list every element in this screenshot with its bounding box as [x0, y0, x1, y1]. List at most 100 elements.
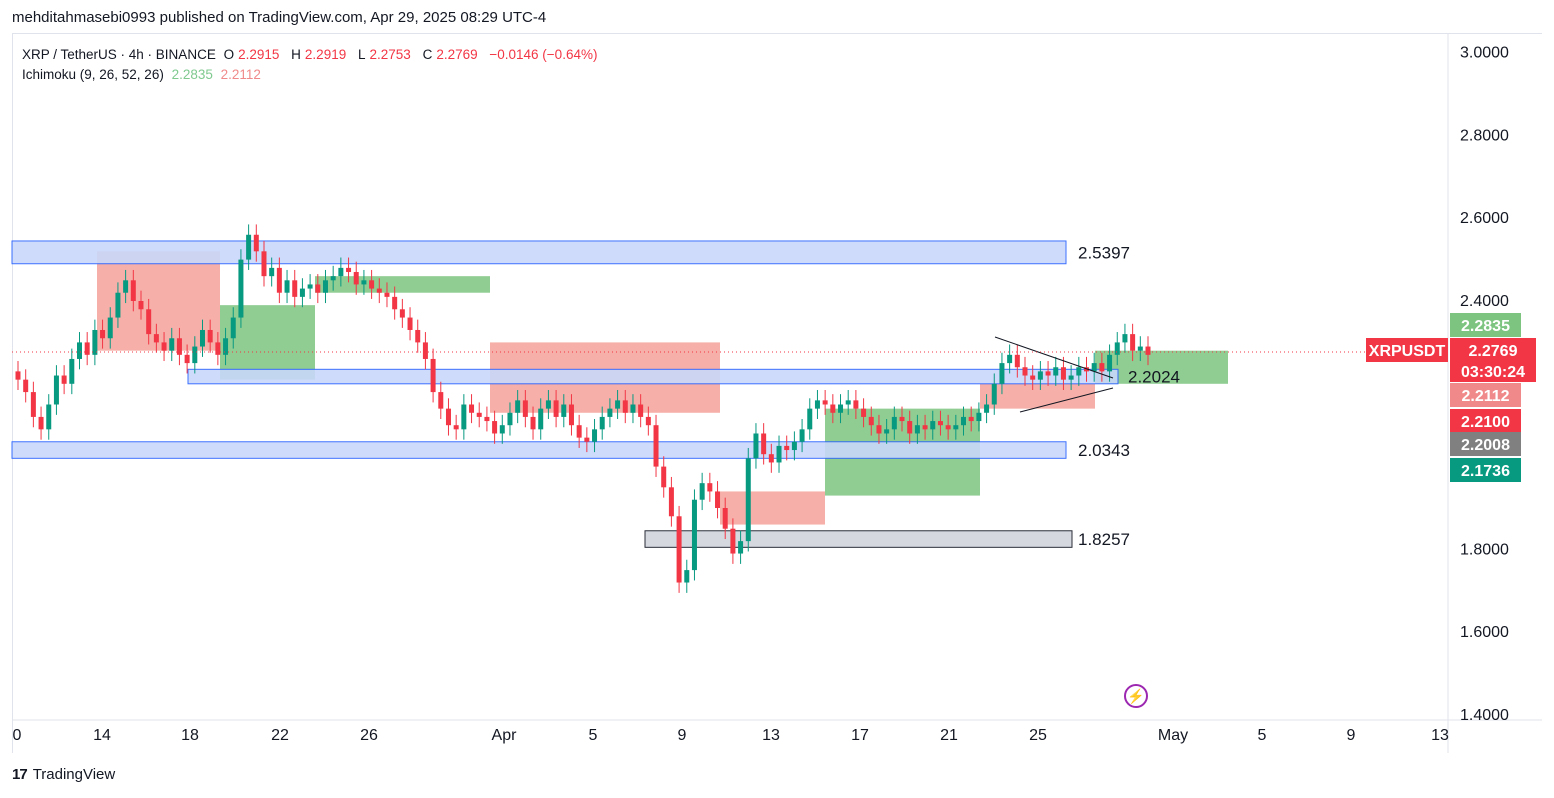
- candle-body: [292, 280, 298, 297]
- candle-body: [322, 280, 328, 293]
- candle-body: [684, 570, 690, 583]
- candle-body: [184, 354, 190, 364]
- candle-body: [1045, 371, 1051, 376]
- candle-body: [830, 404, 836, 413]
- candle-body: [161, 342, 167, 351]
- candle-body: [107, 317, 113, 339]
- candle-body: [461, 404, 467, 430]
- candle-body: [338, 267, 344, 277]
- candle-body: [215, 342, 221, 355]
- candle-body: [776, 445, 782, 463]
- candle-body: [522, 400, 528, 417]
- indicator-span-b: 2.2112: [220, 67, 261, 82]
- candle-body: [238, 259, 244, 318]
- sr-zone: [11, 240, 1067, 265]
- candle-body: [92, 329, 98, 355]
- y-tick-label: 1.8000: [1460, 541, 1509, 558]
- candle-body: [845, 400, 851, 405]
- sr-zone: [11, 441, 1067, 459]
- price-label-bg: [1450, 383, 1521, 407]
- candle-body: [415, 329, 421, 343]
- candle-body: [699, 483, 705, 500]
- lightning-icon[interactable]: ⚡: [1124, 684, 1148, 708]
- candle-body: [553, 400, 559, 417]
- candle-body: [284, 280, 290, 293]
- candle-body: [384, 292, 390, 297]
- candle-body: [23, 379, 29, 393]
- price-label-bg: [1366, 338, 1448, 362]
- candle-body: [953, 425, 959, 430]
- candle-body: [868, 416, 874, 426]
- x-tick-label: 13: [762, 727, 780, 744]
- candle-body: [1022, 367, 1028, 376]
- candle-body: [722, 508, 728, 529]
- candle-body: [1091, 363, 1097, 372]
- x-tick-label: 0: [13, 727, 22, 744]
- candle-body: [84, 342, 90, 355]
- candle-body: [545, 400, 551, 409]
- candle-body: [791, 441, 797, 451]
- candle-body: [199, 329, 205, 347]
- candle-body: [1076, 367, 1082, 376]
- candle-body: [615, 400, 621, 409]
- candle-body: [768, 454, 774, 463]
- candle-body: [715, 491, 721, 508]
- price-label-bg: [1450, 458, 1521, 482]
- tradingview-logo-icon: 17: [12, 766, 28, 783]
- candle-body: [146, 309, 152, 335]
- x-tick-label: 5: [589, 727, 598, 744]
- candle-body: [899, 416, 905, 422]
- candle-body: [69, 358, 75, 384]
- sr-zone: [644, 530, 1073, 548]
- price-label: 03:30:24: [1461, 364, 1525, 381]
- y-tick-label: 2.6000: [1460, 210, 1509, 227]
- candle-body: [445, 408, 451, 426]
- trendline: [994, 336, 1114, 379]
- candle-body: [223, 338, 229, 355]
- x-tick-label: 21: [940, 727, 958, 744]
- candle-body: [315, 284, 321, 293]
- price-label-bg: [1450, 313, 1521, 337]
- candle-body: [30, 392, 36, 417]
- candle-body: [1099, 363, 1105, 372]
- y-tick-label: 1.6000: [1460, 624, 1509, 641]
- candle-body: [1145, 346, 1151, 355]
- candle-body: [269, 267, 275, 277]
- candle-body: [838, 404, 844, 413]
- candle-body: [984, 404, 990, 413]
- candle-body: [961, 416, 967, 426]
- candle-body: [784, 445, 790, 451]
- candle-body: [330, 276, 336, 281]
- candle-body: [376, 288, 382, 293]
- candle-body: [176, 338, 182, 355]
- candle-body: [799, 429, 805, 442]
- legend-low: L 2.2753: [357, 47, 411, 62]
- legend-indicator[interactable]: Ichimoku (9, 26, 52, 26) 2.2835 2.2112: [22, 65, 601, 85]
- price-label: 2.1736: [1461, 463, 1510, 480]
- candle-body: [230, 317, 236, 339]
- price-label: 2.2112: [1461, 388, 1509, 405]
- candle-body: [407, 317, 413, 330]
- x-tick-label: 13: [1431, 727, 1449, 744]
- candle-body: [307, 284, 313, 289]
- tradingview-brand: TradingView: [32, 766, 116, 783]
- candle-body: [492, 421, 498, 434]
- candle-body: [730, 528, 736, 554]
- candle-body: [676, 516, 682, 583]
- chart-frame: [12, 33, 1542, 753]
- legend-symbol[interactable]: XRP / TetherUS · 4h · BINANCE: [22, 47, 216, 62]
- candle-body: [592, 429, 598, 442]
- candle-body: [130, 280, 136, 301]
- price-label: 2.2835: [1461, 318, 1510, 335]
- ichimoku-cloud: [315, 276, 490, 293]
- legend-high: H 2.2919: [291, 47, 347, 62]
- candle-body: [353, 272, 359, 285]
- candle-body: [476, 412, 482, 417]
- price-label: 2.2769: [1469, 343, 1518, 360]
- candle-body: [299, 288, 305, 297]
- candle-body: [422, 342, 428, 359]
- legend-open: O 2.2915: [223, 47, 280, 62]
